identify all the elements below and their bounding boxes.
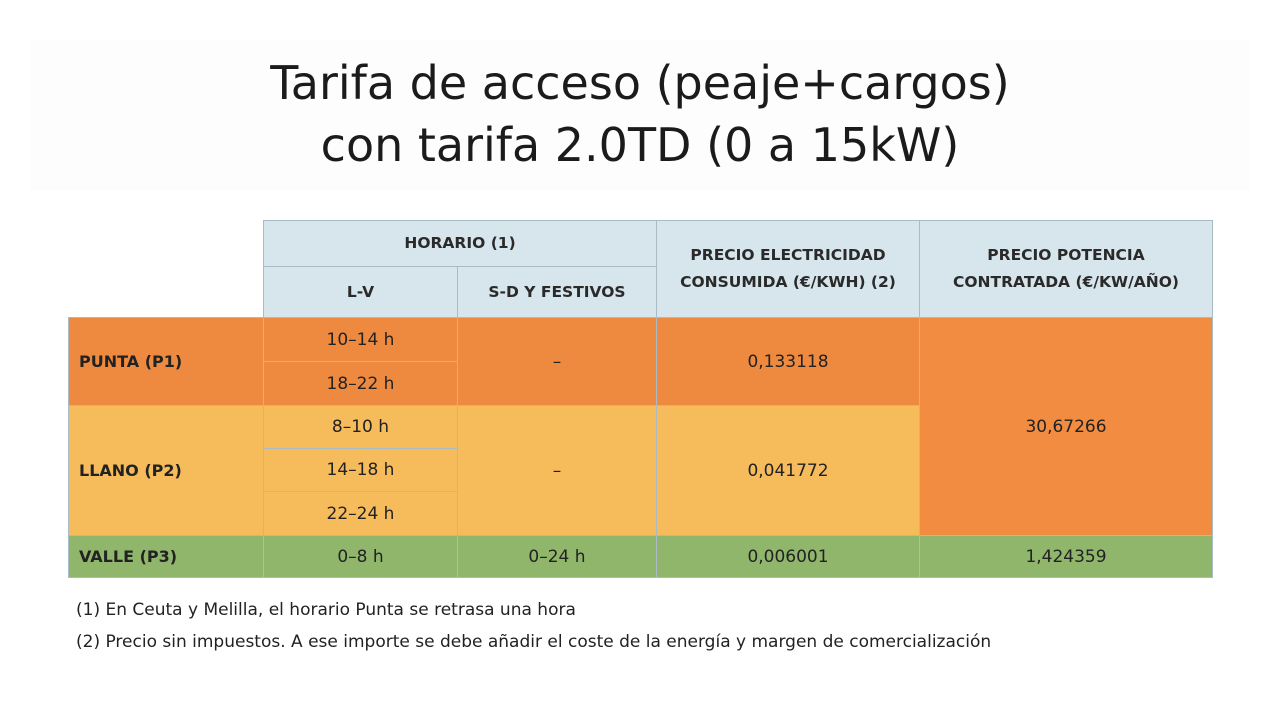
price-cell: 0,133118 — [656, 317, 920, 406]
price-cell: 1,424359 — [919, 535, 1213, 578]
price-cell: 0,041772 — [656, 405, 920, 536]
price-cell: 0,006001 — [656, 535, 920, 578]
title-line: Tarifa de acceso (peaje+cargos) — [270, 56, 1010, 110]
hour-cell: 0–24 h — [457, 535, 657, 578]
header-cell: HORARIO (1) — [263, 220, 657, 267]
footnotes: (1) En Ceuta y Melilla, el horario Punta… — [76, 594, 991, 658]
hour-cell: 14–18 h — [263, 448, 458, 492]
header-line: CONTRATADA (€/KW/AÑO) — [953, 273, 1179, 291]
hour-cell: 18–22 h — [263, 361, 458, 406]
header-cell: L-V — [263, 266, 458, 318]
hour-cell: – — [457, 317, 657, 406]
title: Tarifa de acceso (peaje+cargos) con tari… — [0, 52, 1280, 176]
header-line: PRECIO ELECTRICIDAD — [690, 246, 886, 264]
tariff-table: HORARIO (1) PRECIO ELECTRICIDAD CONSUMIDA… — [68, 220, 1213, 578]
hour-cell: 0–8 h — [263, 535, 458, 578]
hour-cell: 22–24 h — [263, 491, 458, 536]
hour-cell: – — [457, 405, 657, 536]
footnote: (2) Precio sin impuestos. A ese importe … — [76, 632, 992, 652]
title-band — [30, 40, 1250, 190]
header-line: PRECIO POTENCIA — [987, 246, 1145, 264]
header-cell: PRECIO POTENCIA CONTRATADA (€/KW/AÑO) — [919, 220, 1213, 318]
footnote: (1) En Ceuta y Melilla, el horario Punta… — [76, 600, 576, 620]
price-cell: 30,67266 — [919, 317, 1213, 536]
hour-cell: 10–14 h — [263, 317, 458, 362]
header-line: CONSUMIDA (€/KWH) (2) — [680, 273, 896, 291]
header-cell: S-D Y FESTIVOS — [457, 266, 657, 318]
period-cell: LLANO (P2) — [68, 405, 264, 536]
period-cell: VALLE (P3) — [68, 535, 264, 578]
title-line: con tarifa 2.0TD (0 a 15kW) — [320, 118, 960, 172]
period-cell: PUNTA (P1) — [68, 317, 264, 406]
hour-cell: 8–10 h — [263, 405, 458, 449]
empty-cell — [69, 221, 264, 318]
header-cell: PRECIO ELECTRICIDAD CONSUMIDA (€/KWH) (2) — [656, 220, 920, 318]
